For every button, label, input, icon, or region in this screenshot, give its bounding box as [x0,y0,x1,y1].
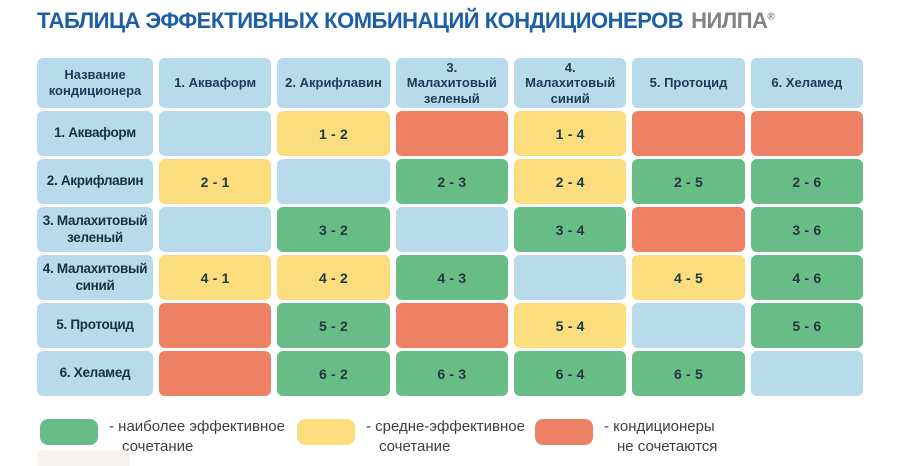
combo-cell [395,207,508,252]
row-header: 5. Протоцид [37,303,153,348]
legend-line: - наиболее эффективное [109,418,285,435]
combo-cell: 6 - 5 [632,351,745,396]
combo-cell [750,351,863,396]
legend-label-best: - наиболее эффективное сочетание [109,417,285,458]
combo-cell [159,351,272,396]
combo-cell: 5 - 2 [277,303,390,348]
combo-cell: 2 - 3 [395,159,508,204]
combo-cell [632,111,745,156]
legend-line: - средне-эффективное [366,418,525,435]
row-header: 6. Хеламед [37,351,153,396]
green-swatch-icon [40,419,98,445]
title-main: ТАБЛИЦА ЭФФЕКТИВНЫХ КОМБИНАЦИЙ КОНДИЦИОН… [37,8,684,33]
brand-name: НИЛПА [691,8,768,33]
combo-cell: 4 - 1 [159,255,272,300]
yellow-swatch-icon [297,419,355,445]
row-header: 2. Акрифлавин [37,159,153,204]
combo-cell: 3 - 6 [750,207,863,252]
combo-cell: 2 - 1 [159,159,272,204]
combo-cell [632,207,745,252]
combo-cell [159,111,272,156]
column-header: 3. Малахитовый зеленый [395,58,508,108]
combo-cell: 3 - 4 [514,207,627,252]
row-header: 3. Малахитовый зеленый [37,207,153,252]
legend-item-incompatible: - кондиционеры не сочетаются [535,417,717,458]
combination-table: Название кондиционера 1. Акваформ 2. Акриф… [37,58,863,396]
registered-mark: ® [767,11,775,23]
combo-cell [395,303,508,348]
combo-cell: 4 - 6 [750,255,863,300]
orange-swatch-icon [535,419,593,445]
corner-header: Название кондиционера [37,58,153,108]
combo-cell [750,111,863,156]
combo-cell [159,303,272,348]
column-header: 4. Малахитовый синий [514,58,627,108]
combo-cell: 1 - 2 [277,111,390,156]
combo-cell: 2 - 4 [514,159,627,204]
legend-label-medium: - средне-эффективное сочетание [366,417,525,458]
combo-cell: 4 - 5 [632,255,745,300]
combo-cell [159,207,272,252]
combo-cell: 2 - 5 [632,159,745,204]
legend-line: не сочетаются [617,438,718,456]
combo-cell [277,159,390,204]
combo-cell: 6 - 4 [514,351,627,396]
combo-cell [632,303,745,348]
combo-cell: 2 - 6 [750,159,863,204]
legend-line: сочетание [379,438,451,456]
combo-cell: 5 - 4 [514,303,627,348]
combo-cell: 3 - 2 [277,207,390,252]
row-header: 1. Акваформ [37,111,153,156]
combo-cell [395,111,508,156]
title-brand: НИЛПА® [691,8,775,33]
legend-line: сочетание [122,438,194,456]
combo-cell: 4 - 2 [277,255,390,300]
column-header: 1. Акваформ [159,58,272,108]
column-header: 6. Хеламед [750,58,863,108]
row-header: 4. Малахитовый синий [37,255,153,300]
column-header: 5. Протоцид [632,58,745,108]
combo-cell [514,255,627,300]
combo-cell: 6 - 2 [277,351,390,396]
legend-item-medium: - средне-эффективное сочетание [297,417,525,458]
cropped-artifact [37,450,130,466]
page-title: ТАБЛИЦА ЭФФЕКТИВНЫХ КОМБИНАЦИЙ КОНДИЦИОН… [37,8,775,34]
column-header: 2. Акрифлавин [277,58,390,108]
combo-cell: 6 - 3 [395,351,508,396]
combo-cell: 1 - 4 [514,111,627,156]
legend-line: - кондиционеры [604,418,715,435]
combo-cell: 4 - 3 [395,255,508,300]
legend-item-best: - наиболее эффективное сочетание [40,417,285,458]
combo-cell: 5 - 6 [750,303,863,348]
legend-label-incompatible: - кондиционеры не сочетаются [604,417,717,458]
